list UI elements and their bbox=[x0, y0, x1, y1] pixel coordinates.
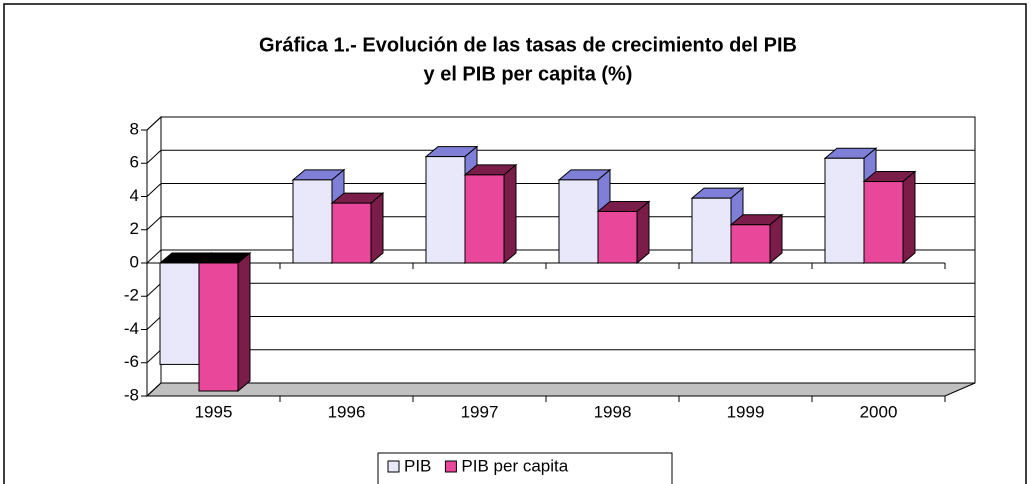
y-tick-label: 8 bbox=[130, 119, 139, 138]
bar-front bbox=[464, 174, 505, 264]
legend-label: PIB bbox=[404, 456, 431, 475]
grid-line bbox=[146, 349, 162, 364]
floor bbox=[145, 382, 976, 397]
x-tick-label: 1999 bbox=[727, 402, 765, 421]
grid-line bbox=[146, 316, 162, 330]
legend bbox=[377, 452, 673, 484]
bar bbox=[330, 192, 385, 265]
x-tick-label: 1998 bbox=[594, 402, 632, 421]
grid-line bbox=[146, 282, 162, 297]
x-tick-label: 1995 bbox=[195, 402, 233, 421]
y-tick-label: -6 bbox=[124, 352, 139, 371]
legend-swatch bbox=[387, 460, 400, 473]
bar-front bbox=[159, 262, 200, 365]
grid-line bbox=[146, 382, 162, 397]
legend-swatch bbox=[444, 460, 457, 473]
y-tick-label: -4 bbox=[124, 319, 139, 338]
bar-side bbox=[503, 163, 517, 265]
bar bbox=[862, 170, 917, 265]
bar-front bbox=[597, 210, 638, 264]
y-tick-label: 4 bbox=[130, 186, 139, 205]
y-tick-label: 2 bbox=[130, 219, 139, 238]
bar-front bbox=[863, 181, 904, 264]
bar bbox=[197, 251, 252, 393]
bar-front bbox=[198, 262, 239, 392]
x-tick-label: 1996 bbox=[328, 402, 366, 421]
bar bbox=[463, 163, 518, 265]
bar bbox=[729, 213, 784, 265]
x-tick-label: 2000 bbox=[860, 402, 898, 421]
grid-line bbox=[146, 249, 162, 264]
legend-label: PIB per capita bbox=[461, 456, 568, 475]
bar bbox=[596, 200, 651, 265]
y-tick-label: 6 bbox=[130, 153, 139, 172]
grid-line bbox=[146, 116, 162, 131]
grid-line bbox=[146, 149, 162, 164]
bar-front bbox=[292, 179, 333, 264]
bar-side bbox=[370, 192, 384, 265]
bar-front bbox=[730, 224, 771, 264]
chart-title: y el PIB per capita (%) bbox=[424, 63, 633, 85]
y-tick-label: 0 bbox=[130, 252, 139, 271]
bar-front bbox=[331, 202, 372, 264]
y-tick-label: -8 bbox=[124, 385, 139, 404]
grid-line bbox=[146, 183, 162, 197]
bar-front bbox=[558, 179, 599, 264]
chart-title: Gráfica 1.- Evolución de las tasas de cr… bbox=[259, 34, 797, 56]
x-tick-label: 1997 bbox=[461, 402, 499, 421]
bar-front bbox=[824, 157, 865, 264]
grid-line bbox=[146, 216, 162, 231]
bar-side bbox=[237, 251, 251, 393]
bar-front bbox=[425, 156, 466, 264]
bar-side bbox=[636, 200, 650, 265]
bar-side bbox=[902, 170, 916, 265]
y-tick-label: -2 bbox=[124, 286, 139, 305]
bar-front bbox=[691, 197, 732, 264]
